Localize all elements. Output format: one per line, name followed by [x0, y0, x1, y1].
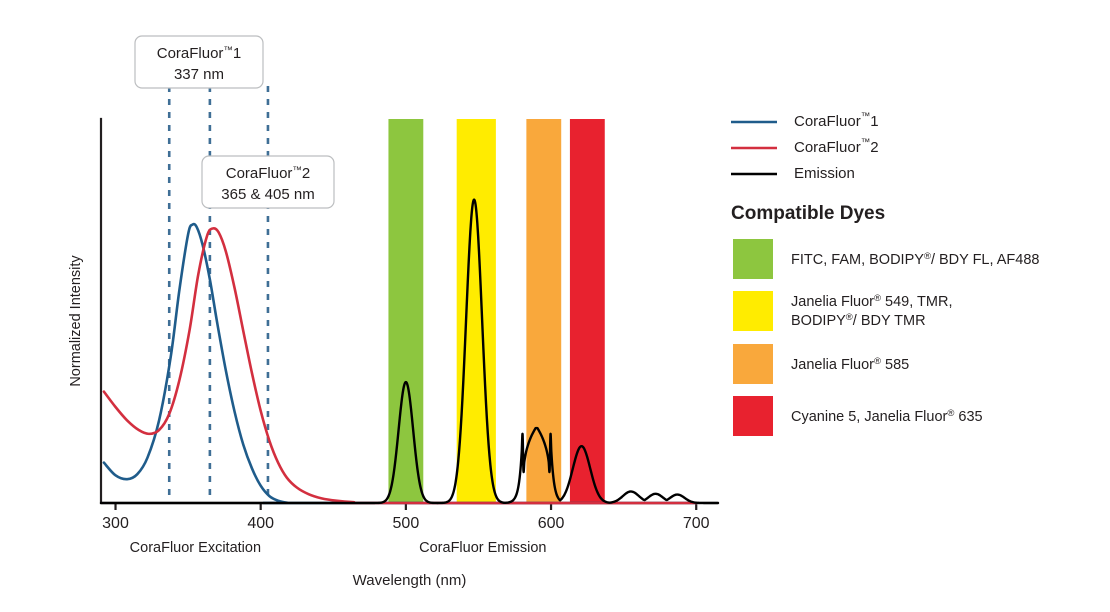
legend-item-1: CoraFluor™1 — [731, 111, 879, 130]
compatible-dyes-panel: Compatible Dyes FITC, FAM, BODIPY®/ BDY F… — [731, 203, 1039, 436]
callout-line-2: 365 & 405 nm — [221, 186, 314, 203]
callout-2: CoraFluor™2 365 & 405 nm — [201, 155, 335, 209]
green-band — [388, 119, 424, 503]
curve-corafluor-2 — [102, 226, 698, 505]
callout-box — [134, 35, 264, 89]
dye-color-swatch — [733, 291, 773, 331]
y-axis-title: Normalized Intensity — [68, 255, 84, 387]
x-tick-label-500: 500 — [393, 515, 420, 532]
dyes-panel-heading: Compatible Dyes — [731, 203, 885, 224]
dye-entry-2: Janelia Fluor® 549, TMR,BODIPY®/ BDY TMR — [733, 291, 952, 331]
x-tick-label-300: 300 — [102, 515, 129, 532]
callout-line-1: CoraFluor™1 — [157, 45, 242, 63]
x-tick-label-400: 400 — [247, 515, 274, 532]
marker-lines — [167, 86, 270, 503]
legend-item-label: Emission — [794, 165, 855, 182]
callout-line-1: CoraFluor™2 — [226, 165, 311, 183]
dye-label-line: BODIPY®/ BDY TMR — [791, 312, 926, 330]
callout-line-2: 337 nm — [174, 66, 224, 83]
curve-emission — [99, 198, 719, 505]
orange-band — [526, 119, 562, 503]
region-label-emission: CoraFluor Emission — [419, 540, 546, 556]
x-tick-label-700: 700 — [683, 515, 710, 532]
region-label-excitation: CoraFluor Excitation — [130, 540, 261, 556]
red-band — [569, 119, 605, 503]
dye-color-swatch — [733, 344, 773, 384]
spectra-curves — [99, 198, 719, 505]
legend-item-label: CoraFluor™2 — [794, 137, 879, 156]
yellow-band — [456, 119, 496, 503]
dye-entry-4: Cyanine 5, Janelia Fluor® 635 — [733, 396, 983, 436]
x-axis-title: Wavelength (nm) — [353, 572, 467, 589]
legend-item-2: CoraFluor™2 — [731, 137, 879, 156]
dye-entry-1: FITC, FAM, BODIPY®/ BDY FL, AF488 — [733, 239, 1039, 279]
axis-labels: 300 400 500 600 700 CoraFluor Excitation CoraF… — [68, 255, 710, 589]
x-tick-label-600: 600 — [538, 515, 565, 532]
dye-color-swatch — [733, 239, 773, 279]
series-legend: CoraFluor™1 CoraFluor™2 Emission — [731, 111, 879, 182]
dye-label-line: Janelia Fluor® 549, TMR, — [791, 293, 952, 311]
legend-item-label: CoraFluor™1 — [794, 111, 879, 130]
callout-1: CoraFluor™1 337 nm — [134, 35, 264, 89]
dye-label-line: Janelia Fluor® 585 — [791, 356, 909, 374]
dye-entry-3: Janelia Fluor® 585 — [733, 344, 909, 384]
callout-box — [201, 155, 335, 209]
dye-label-line: Cyanine 5, Janelia Fluor® 635 — [791, 408, 983, 426]
color-bands — [388, 119, 605, 503]
dye-color-swatch — [733, 396, 773, 436]
callout-boxes: CoraFluor™1 337 nm CoraFluor™2 365 & 405 nm — [134, 35, 335, 209]
dye-label-line: FITC, FAM, BODIPY®/ BDY FL, AF488 — [791, 251, 1039, 269]
legend-item-3: Emission — [731, 165, 855, 182]
